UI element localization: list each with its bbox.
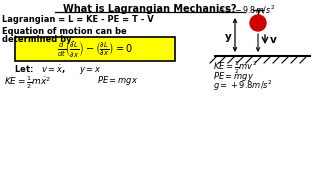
Text: $PE = mgx$: $PE = mgx$ (97, 74, 138, 87)
Text: determined by:: determined by: (2, 35, 75, 44)
Text: $a = -9.8m/s^2$: $a = -9.8m/s^2$ (218, 4, 275, 16)
Text: $g = +9.8m/s^2$: $g = +9.8m/s^2$ (213, 79, 273, 93)
Text: Equation of motion can be: Equation of motion can be (2, 27, 127, 36)
Text: $PE = mgy$: $PE = mgy$ (213, 70, 254, 83)
Text: Let:   $v = \dot{x}$,     $y = x$: Let: $v = \dot{x}$, $y = x$ (14, 63, 101, 77)
Bar (15, 37, 175, 61)
Text: v: v (270, 35, 276, 45)
Circle shape (250, 15, 266, 31)
Text: y: y (225, 32, 231, 42)
Text: What is Lagrangian Mechanics?: What is Lagrangian Mechanics? (63, 4, 237, 14)
Text: $KE = \frac{1}{2}mv^2$: $KE = \frac{1}{2}mv^2$ (213, 60, 258, 76)
Text: $KE = \frac{1}{2}m\dot{x}^2$: $KE = \frac{1}{2}m\dot{x}^2$ (4, 74, 51, 91)
Text: Lagrangian = L = KE - PE = T - V: Lagrangian = L = KE - PE = T - V (2, 15, 154, 24)
Text: $\frac{d}{dt}\left(\frac{\partial L}{\partial \dot{x}}\right)-\left(\frac{\parti: $\frac{d}{dt}\left(\frac{\partial L}{\pa… (57, 39, 133, 59)
